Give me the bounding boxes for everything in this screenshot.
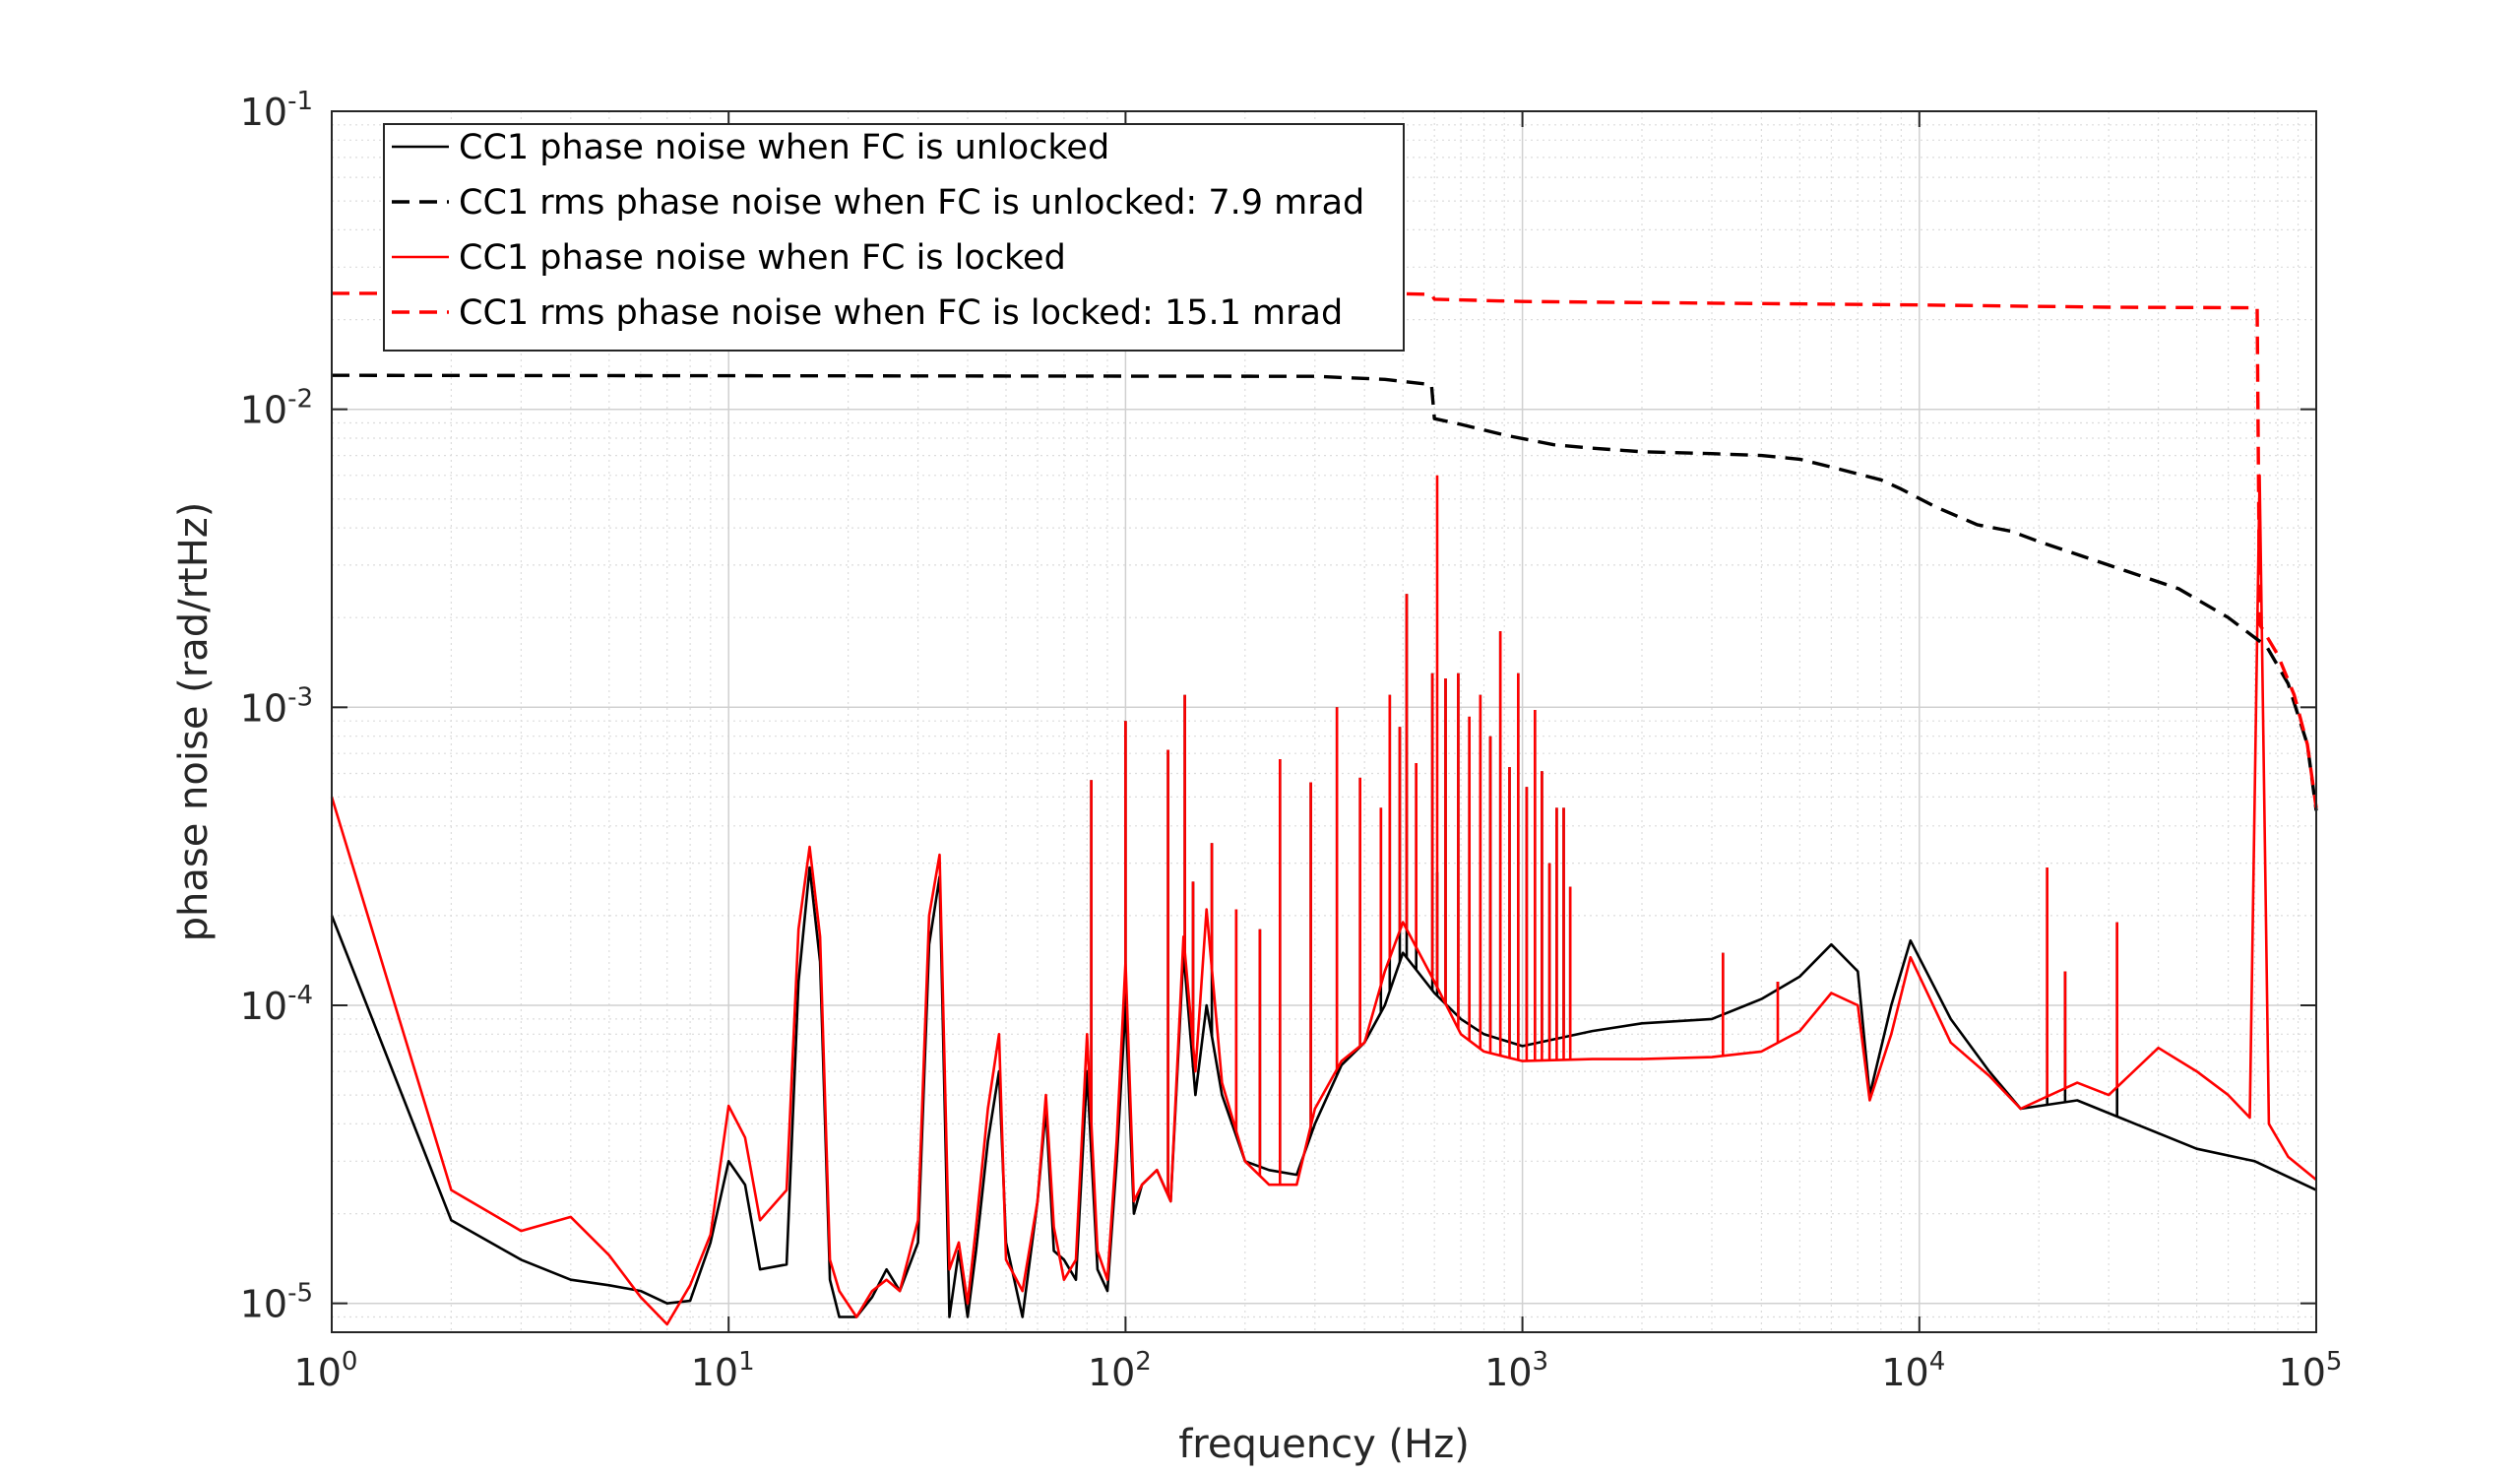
x-tick-label: 102	[1088, 1347, 1152, 1394]
legend-label-1: CC1 phase noise when FC is unlocked	[459, 128, 1109, 167]
plot-frame	[331, 110, 2317, 1333]
series-layer	[330, 291, 2318, 1326]
y-tick-label: 10-2	[240, 385, 313, 432]
x-tick-label: 101	[691, 1347, 755, 1394]
y-tick-label: 10-1	[240, 87, 313, 134]
legend-label-4: CC1 rms phase noise when FC is locked: 1…	[459, 293, 1343, 333]
y-tick-label: 10-3	[240, 682, 313, 730]
x-tick-label: 105	[2279, 1347, 2343, 1394]
y-tick-label: 10-4	[240, 981, 313, 1028]
series-line-2	[331, 373, 2318, 811]
x-tick-label: 104	[1881, 1347, 1945, 1394]
x-tick-label: 100	[294, 1347, 358, 1394]
series-line-3	[330, 474, 2317, 1326]
y-axis-label: phase noise (rad/rtHz)	[171, 502, 217, 942]
legend: CC1 phase noise when FC is unlocked CC1 r…	[383, 123, 1405, 352]
x-tick-label: 103	[1484, 1347, 1548, 1394]
y-tick-label: 10-5	[240, 1279, 313, 1326]
legend-label-2: CC1 rms phase noise when FC is unlocked:…	[459, 183, 1364, 223]
legend-label-3: CC1 phase noise when FC is locked	[459, 238, 1066, 278]
ticks	[331, 110, 2317, 1332]
legend-box	[383, 123, 1405, 352]
series-line-1	[330, 866, 2317, 1318]
x-axis-label: frequency (Hz)	[1178, 1422, 1470, 1467]
tick-labels: 100 101 102 103 104 105 10-5 10-4 10-3 10-2 10-1	[240, 87, 2343, 1394]
series-line-4	[331, 291, 2318, 808]
